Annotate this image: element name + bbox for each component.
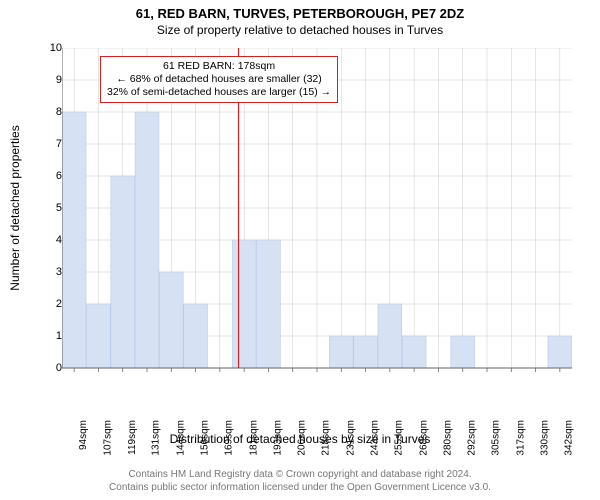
y-tick-label: 2 xyxy=(44,298,62,310)
y-tick-label: 0 xyxy=(44,362,62,374)
footer-line-1: Contains HM Land Registry data © Crown c… xyxy=(0,469,600,482)
x-axis-label: Distribution of detached houses by size … xyxy=(0,432,600,446)
plot-area: 61 RED BARN: 178sqm ← 68% of detached ho… xyxy=(62,48,572,368)
y-tick-label: 10 xyxy=(44,42,62,54)
y-axis: 012345678910 xyxy=(44,48,62,368)
y-tick-label: 1 xyxy=(44,330,62,342)
page-title: 61, RED BARN, TURVES, PETERBOROUGH, PE7 … xyxy=(0,0,600,21)
y-tick-label: 7 xyxy=(44,138,62,150)
annotation-line-1: 61 RED BARN: 178sqm xyxy=(107,60,331,73)
page-subtitle: Size of property relative to detached ho… xyxy=(0,21,600,41)
y-tick-label: 4 xyxy=(44,234,62,246)
x-axis: 94sqm107sqm119sqm131sqm144sqm156sqm169sq… xyxy=(62,370,572,428)
y-tick-label: 3 xyxy=(44,266,62,278)
footer-attribution: Contains HM Land Registry data © Crown c… xyxy=(0,469,600,494)
y-tick-label: 5 xyxy=(44,202,62,214)
annotation-box: 61 RED BARN: 178sqm ← 68% of detached ho… xyxy=(100,56,338,103)
footer-line-2: Contains public sector information licen… xyxy=(0,482,600,495)
y-tick-label: 6 xyxy=(44,170,62,182)
y-tick-label: 8 xyxy=(44,106,62,118)
chart-container: 61, RED BARN, TURVES, PETERBOROUGH, PE7 … xyxy=(0,0,600,500)
annotation-line-3: 32% of semi-detached houses are larger (… xyxy=(107,86,331,99)
annotation-line-2: ← 68% of detached houses are smaller (32… xyxy=(107,73,331,86)
y-axis-label: Number of detached properties xyxy=(8,125,22,290)
y-tick-label: 9 xyxy=(44,74,62,86)
